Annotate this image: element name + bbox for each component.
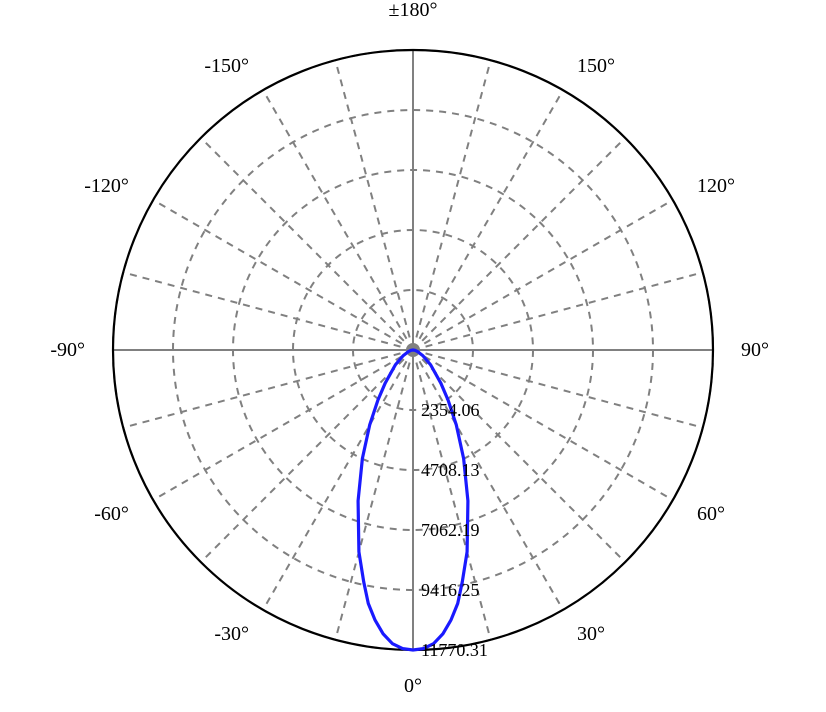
angle-tick-label: 60°	[697, 503, 725, 525]
grid-spoke	[263, 90, 413, 350]
angle-tick-label: 120°	[697, 175, 735, 197]
angle-tick-label: -150°	[204, 55, 249, 77]
radial-tick-label: 7062.19	[421, 520, 480, 540]
grid-spoke	[263, 350, 413, 610]
angle-tick-label: -30°	[214, 623, 249, 645]
angle-tick-label: ±180°	[389, 0, 438, 21]
grid-spoke	[335, 350, 413, 640]
radial-tick-label: 11770.31	[421, 640, 488, 660]
grid-spoke	[413, 138, 625, 350]
angle-tick-label: -90°	[50, 339, 85, 361]
radial-tick-label: 2354.06	[421, 400, 480, 420]
polar-chart: 2354.06 4708.13 7062.19 9416.25 11770.31 0° 3…	[0, 0, 826, 712]
angle-tick-label: -60°	[94, 503, 129, 525]
grid-spoke	[123, 272, 413, 350]
grid-spoke	[413, 200, 673, 350]
grid-spoke	[413, 90, 563, 350]
grid-spoke	[335, 60, 413, 350]
grid-spoke	[153, 200, 413, 350]
grid-spoke	[153, 350, 413, 500]
radial-tick-label: 9416.25	[421, 580, 480, 600]
angle-tick-label: 90°	[741, 339, 769, 361]
grid-spoke	[123, 350, 413, 428]
grid-spoke	[201, 138, 413, 350]
angle-tick-label: -120°	[84, 175, 129, 197]
grid-spoke	[413, 60, 491, 350]
radial-tick-labels: 2354.06 4708.13 7062.19 9416.25 11770.31	[421, 400, 488, 660]
angle-tick-label: 150°	[577, 55, 615, 77]
angle-tick-label: 0°	[404, 675, 422, 697]
angle-tick-label: 30°	[577, 623, 605, 645]
grid-spoke	[413, 272, 703, 350]
radial-tick-label: 4708.13	[421, 460, 480, 480]
grid-spoke	[201, 350, 413, 562]
